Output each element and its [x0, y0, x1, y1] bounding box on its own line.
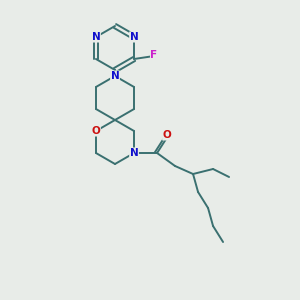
Text: O: O [163, 130, 171, 140]
Text: N: N [92, 32, 100, 42]
Text: N: N [130, 148, 138, 158]
Text: N: N [111, 71, 119, 81]
Text: F: F [151, 50, 158, 60]
Text: O: O [92, 126, 100, 136]
Text: N: N [130, 32, 138, 42]
